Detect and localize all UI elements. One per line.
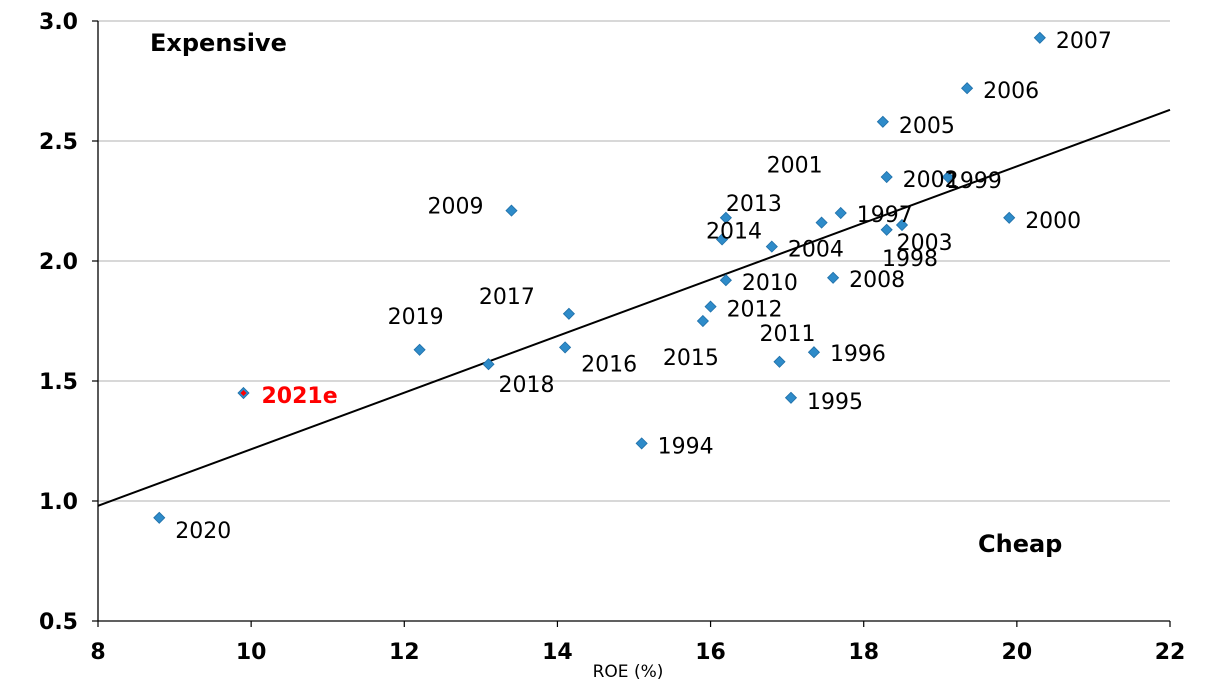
y-tick-label: 0.5 bbox=[39, 610, 78, 635]
x-tick-label: 22 bbox=[1155, 640, 1186, 665]
point-2012 bbox=[704, 300, 717, 313]
x-tick-label: 14 bbox=[542, 640, 573, 665]
y-tick-label: 1.0 bbox=[39, 490, 78, 515]
label-2002: 2002 bbox=[903, 168, 959, 193]
label-2016: 2016 bbox=[581, 352, 637, 377]
label-1996: 1996 bbox=[830, 342, 886, 367]
label-1997: 1997 bbox=[857, 203, 913, 228]
point-2006 bbox=[961, 82, 974, 95]
point-2005 bbox=[876, 115, 889, 128]
label-2018: 2018 bbox=[499, 373, 555, 398]
label-2000: 2000 bbox=[1025, 209, 1081, 234]
label-1995: 1995 bbox=[807, 390, 863, 415]
y-tick-label: 1.5 bbox=[39, 370, 78, 395]
y-tick-label: 3.0 bbox=[39, 10, 78, 35]
point-2000 bbox=[1003, 211, 1016, 224]
label-2009: 2009 bbox=[427, 195, 483, 220]
point-2003 bbox=[880, 223, 893, 236]
x-axis-ticks: 8 10 12 14 16 18 20 22 bbox=[90, 640, 1185, 665]
cheap-annotation: Cheap bbox=[978, 530, 1062, 558]
y-tick-label: 2.5 bbox=[39, 130, 78, 155]
x-tick-label: 12 bbox=[389, 640, 420, 665]
point-2004 bbox=[765, 240, 778, 253]
axes bbox=[92, 20, 1171, 627]
label-2001: 2001 bbox=[767, 154, 823, 179]
label-2008: 2008 bbox=[849, 268, 905, 293]
point-2002 bbox=[880, 170, 893, 184]
x-tick-label: 18 bbox=[848, 640, 879, 665]
label-2006: 2006 bbox=[983, 79, 1039, 104]
label-2020: 2020 bbox=[175, 519, 231, 544]
label-2011: 2011 bbox=[759, 322, 815, 347]
label-2007: 2007 bbox=[1056, 29, 1112, 54]
x-axis-label: ROE (%) bbox=[593, 662, 664, 682]
point-highlight-2021e bbox=[240, 390, 247, 396]
label-2003: 2003 bbox=[897, 231, 953, 256]
label-2012: 2012 bbox=[727, 298, 783, 323]
point-1999 bbox=[941, 170, 955, 184]
label-1994: 1994 bbox=[658, 434, 714, 459]
x-tick-label: 20 bbox=[1002, 640, 1033, 665]
point-1995 bbox=[784, 391, 798, 404]
x-tick-label: 8 bbox=[90, 640, 105, 665]
point-2015 bbox=[696, 314, 709, 328]
point-1998 bbox=[895, 218, 909, 232]
y-tick-label: 2.0 bbox=[39, 250, 78, 275]
label-2015: 2015 bbox=[663, 346, 719, 371]
y-axis-ticks: 0.5 1.0 1.5 2.0 2.5 3.0 bbox=[39, 10, 78, 635]
label-2019: 2019 bbox=[388, 305, 444, 330]
point-2010 bbox=[719, 274, 732, 287]
label-2021e: 2021e bbox=[261, 384, 337, 409]
point-2009 bbox=[505, 204, 518, 217]
label-1998: 1998 bbox=[882, 247, 938, 272]
label-2013: 2013 bbox=[726, 192, 782, 217]
point-2001 bbox=[815, 216, 828, 229]
point-2019 bbox=[413, 343, 426, 356]
point-2017 bbox=[562, 307, 575, 320]
point-2018 bbox=[482, 358, 495, 371]
point-1994 bbox=[635, 437, 648, 450]
point-2020 bbox=[153, 511, 166, 524]
label-2004: 2004 bbox=[788, 238, 844, 263]
point-2016 bbox=[559, 341, 572, 354]
gridlines bbox=[98, 20, 1170, 502]
label-2017: 2017 bbox=[479, 285, 535, 310]
data-points bbox=[153, 31, 1046, 524]
x-tick-label: 10 bbox=[236, 640, 267, 665]
point-2008 bbox=[827, 271, 840, 284]
label-2005: 2005 bbox=[899, 114, 955, 139]
point-2013 bbox=[719, 211, 732, 224]
label-2010: 2010 bbox=[742, 271, 798, 296]
point-1997 bbox=[834, 206, 847, 220]
trendline bbox=[97, 108, 1171, 507]
point-2007 bbox=[1033, 31, 1046, 44]
expensive-annotation: Expensive bbox=[150, 29, 287, 57]
point-2014 bbox=[715, 233, 729, 246]
x-tick-label: 16 bbox=[695, 640, 726, 665]
point-1996 bbox=[807, 346, 821, 359]
point-2011 bbox=[773, 355, 786, 368]
trendline-group bbox=[97, 108, 1171, 507]
label-2014: 2014 bbox=[706, 219, 762, 244]
label-1999: 1999 bbox=[946, 169, 1002, 194]
point-labels: 1994 1995 1996 1997 1998 1999 2000 2001 2002 2003… bbox=[175, 29, 1112, 544]
